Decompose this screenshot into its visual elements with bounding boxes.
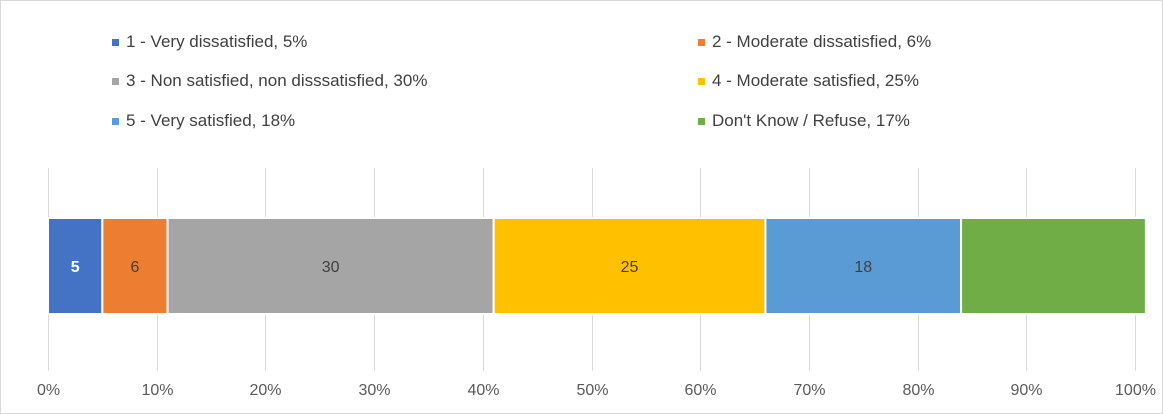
data-label: 6 [131, 259, 140, 276]
x-tick-label: 20% [249, 382, 281, 399]
legend-item-very-dissatisfied: 1 - Very dissatisfied, 5% [112, 32, 307, 52]
x-tick-label: 50% [576, 382, 608, 399]
x-tick-label: 100% [1115, 382, 1156, 399]
legend-label: 2 - Moderate dissatisfied, 6% [712, 32, 932, 51]
legend-label: Don't Know / Refuse, 17% [712, 111, 910, 130]
legend: 1 - Very dissatisfied, 5% 2 - Moderate d… [0, 0, 1163, 150]
legend-label: 1 - Very dissatisfied, 5% [126, 32, 308, 51]
x-tick-label: 0% [37, 382, 60, 399]
x-tick-label: 70% [793, 382, 825, 399]
x-tick-label: 60% [684, 382, 716, 399]
legend-item-dont-know: Don't Know / Refuse, 17% [698, 111, 910, 131]
legend-swatch [112, 117, 119, 125]
legend-item-very-satisfied: 5 - Very satisfied, 18% [112, 111, 295, 131]
legend-swatch [698, 117, 705, 125]
data-label: 30 [322, 259, 340, 276]
bar-segment [166, 217, 495, 315]
data-label: 5 [71, 259, 80, 276]
legend-swatch [698, 77, 705, 85]
legend-item-neutral: 3 - Non satisfied, non disssatisfied, 30… [112, 71, 427, 91]
x-tick-label: 10% [141, 382, 173, 399]
x-tick-label: 80% [902, 382, 934, 399]
legend-item-moderate-satisfied: 4 - Moderate satisfied, 25% [698, 71, 919, 91]
legend-swatch [112, 77, 119, 85]
x-tick-label: 90% [1010, 382, 1042, 399]
legend-label: 4 - Moderate satisfied, 25% [712, 71, 919, 90]
bar-segment [47, 217, 104, 315]
legend-label: 3 - Non satisfied, non disssatisfied, 30… [126, 71, 428, 90]
legend-swatch [698, 38, 705, 46]
x-tick-label: 30% [358, 382, 390, 399]
legend-label: 5 - Very satisfied, 18% [126, 111, 296, 130]
data-label: 18 [854, 259, 872, 276]
legend-swatch [112, 38, 119, 46]
bar-segment [764, 217, 963, 315]
legend-item-moderate-dissatisfied: 2 - Moderate dissatisfied, 6% [698, 32, 931, 52]
bar-segment [960, 217, 1147, 315]
data-label: 25 [621, 259, 639, 276]
bar-segment [101, 217, 169, 315]
x-tick-label: 40% [467, 382, 499, 399]
bar-segment [492, 217, 767, 315]
